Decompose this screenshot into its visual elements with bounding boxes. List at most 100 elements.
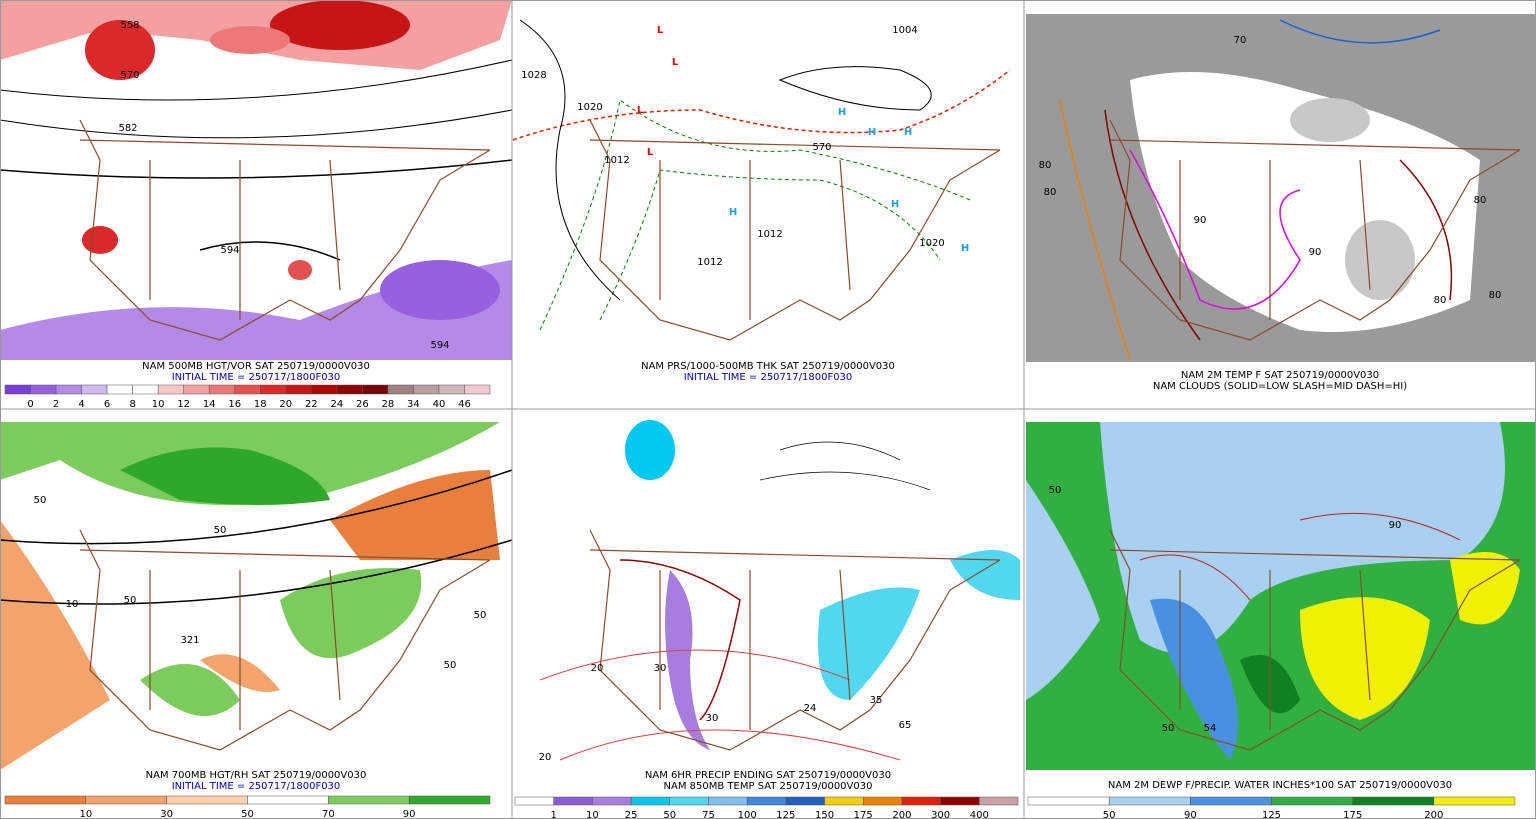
- colorbar-swatch: [901, 796, 941, 806]
- map-label: 20: [539, 752, 552, 763]
- colorbar-label: 125: [776, 810, 795, 819]
- map-label: 90: [1389, 520, 1402, 531]
- map-label: 1012: [697, 257, 722, 268]
- colorbar-swatch: [785, 796, 825, 806]
- colorbar-swatch: [413, 384, 440, 395]
- map-label: 20: [591, 663, 604, 674]
- map-precipitation: [539, 420, 1020, 761]
- panel-caption: NAM CLOUDS (SOLID=LOW SLASH=MID DASH=HI): [1153, 381, 1407, 392]
- colorbar-label: 300: [931, 810, 950, 819]
- colorbar-swatch: [311, 384, 338, 395]
- colorbar-swatch: [746, 796, 787, 806]
- map-label: H: [961, 243, 969, 254]
- colorbar-swatch: [247, 795, 329, 805]
- map-dewpoint: [1026, 422, 1536, 770]
- map-label: 50: [474, 610, 487, 621]
- colorbar-swatch: [4, 384, 31, 395]
- map-label: 54: [1204, 723, 1217, 734]
- colorbar-label: 40: [433, 399, 446, 410]
- panel-caption: INITIAL TIME = 250717/1800F030: [172, 781, 341, 792]
- colorbar-swatch: [4, 795, 87, 805]
- panel-caption: NAM 2M TEMP F SAT 250719/0000V030: [1181, 370, 1379, 381]
- colorbar-swatch: [464, 384, 491, 395]
- colorbar-label: 26: [356, 399, 369, 410]
- colorbar-label: 175: [1343, 810, 1362, 819]
- colorbar-swatch: [1271, 796, 1353, 806]
- colorbar-swatch: [1027, 796, 1110, 806]
- colorbar-label: 8: [129, 399, 135, 410]
- colorbar-swatch: [30, 384, 57, 395]
- map-vorticity: [0, 0, 513, 361]
- map-label: 570: [120, 70, 139, 81]
- map-label: 1020: [577, 102, 602, 113]
- colorbar-label: 50: [1103, 810, 1116, 819]
- map-label: 1020: [919, 238, 944, 249]
- colorbar-label: 10: [586, 810, 599, 819]
- panel-caption: NAM 850MB TEMP SAT 250719/0000V030: [664, 781, 873, 792]
- colorbar-label: 75: [702, 810, 715, 819]
- map-label: 80: [1489, 290, 1502, 301]
- map-label: 30: [706, 713, 719, 724]
- colorbar-label: 10: [79, 809, 92, 819]
- colorbar-label: 30: [160, 809, 173, 819]
- map-label: 594: [220, 245, 239, 256]
- colorbar-label: 18: [254, 399, 267, 410]
- colorbar-swatch: [669, 796, 709, 806]
- colorbar-swatch: [630, 796, 671, 806]
- panel-caption: INITIAL TIME = 250717/1800F030: [684, 372, 853, 383]
- colorbar-swatch: [183, 384, 210, 395]
- colorbar-label: 125: [1262, 810, 1281, 819]
- colorbar-swatch: [336, 384, 363, 395]
- colorbar-swatch: [234, 384, 261, 395]
- colorbar-swatch: [408, 795, 491, 805]
- map-label: 50: [1049, 485, 1062, 496]
- colorbar-label: 175: [854, 810, 873, 819]
- colorbar-swatch: [824, 796, 864, 806]
- panel-caption: NAM 6HR PRECIP ENDING SAT 250719/0000V03…: [645, 770, 891, 781]
- colorbar-swatch: [1433, 796, 1516, 806]
- map-label: 50: [124, 595, 137, 606]
- colorbar-label: 50: [241, 809, 254, 819]
- map-label: 90: [1309, 247, 1322, 258]
- colorbar-label: 90: [403, 809, 416, 819]
- map-label: 90: [1194, 215, 1207, 226]
- panel-caption: NAM PRS/1000-500MB THK SAT 250719/0000V0…: [641, 361, 895, 372]
- colorbar-swatch: [514, 796, 554, 806]
- colorbar-label: 6: [104, 399, 110, 410]
- map-humidity: [0, 422, 513, 770]
- colorbar-label: 12: [177, 399, 190, 410]
- colorbar-swatch: [438, 384, 465, 395]
- map-label: 35: [870, 695, 883, 706]
- colorbar-swatch: [166, 795, 248, 805]
- map-label: 1012: [757, 229, 782, 240]
- map-label: 1004: [892, 25, 917, 36]
- colorbar-swatch: [1190, 796, 1272, 806]
- colorbar-swatch: [85, 795, 167, 805]
- colorbar-swatch: [285, 384, 312, 395]
- colorbar-label: 400: [970, 810, 989, 819]
- map-label: 80: [1044, 187, 1057, 198]
- colorbar-swatch: [260, 384, 287, 395]
- map-label: H: [904, 127, 912, 138]
- map-label: 1028: [521, 70, 546, 81]
- map-label: L: [637, 105, 644, 116]
- panel-caption: NAM 2M DEWP F/PRECIP. WATER INCHES*100 S…: [1108, 780, 1452, 791]
- colorbar-label: 150: [815, 810, 834, 819]
- map-label: 10: [66, 599, 79, 610]
- colorbar-label: 25: [625, 810, 638, 819]
- map-label: 570: [812, 142, 831, 153]
- map-label: 50: [34, 495, 47, 506]
- colorbar-label: 90: [1184, 810, 1197, 819]
- colorbar-label: 2: [53, 399, 59, 410]
- colorbar-swatch: [55, 384, 82, 395]
- colorbar-label: 20: [279, 399, 292, 410]
- colorbar-label: 50: [663, 810, 676, 819]
- colorbar-swatch: [387, 384, 414, 395]
- colorbar-swatch: [208, 384, 235, 395]
- colorbar-swatch: [1108, 796, 1191, 806]
- colorbar-swatch: [362, 384, 389, 395]
- map-label: 582: [118, 123, 137, 134]
- colorbar-label: 100: [738, 810, 757, 819]
- colorbar-label: 0: [27, 399, 33, 410]
